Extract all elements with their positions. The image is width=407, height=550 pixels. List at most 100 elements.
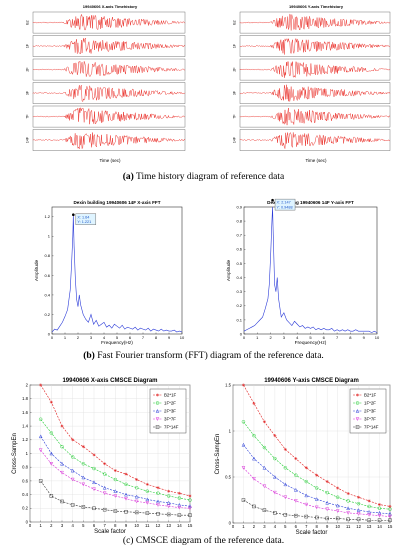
data-point [262, 484, 267, 489]
y-tick-label: 0.6 [22, 478, 28, 483]
data-point [325, 516, 329, 521]
x-tick-label: 6 [93, 523, 96, 528]
x-tick-label: 7 [305, 524, 308, 529]
acceleration-trace [32, 85, 186, 103]
fft-peak-x-label: X: 2.147 [277, 201, 291, 205]
data-point [241, 420, 246, 424]
trace-frame [32, 35, 186, 57]
x-axis-label: Scale factor [94, 529, 126, 535]
data-point [335, 516, 340, 521]
data-point [355, 408, 360, 413]
x-tick-label: 0 [29, 523, 32, 528]
caption-c-text: (c) CMSCE diagram of the reference data. [122, 536, 285, 546]
x-tick-label: 13 [166, 523, 171, 528]
x-tick-label: 8 [155, 335, 158, 340]
data-point [113, 489, 118, 493]
trace-channel-label: 2F [26, 67, 30, 72]
x-tick-label: 4 [71, 523, 74, 528]
x-tick-label: 7 [336, 335, 339, 340]
trace-frame [239, 105, 391, 128]
data-point [367, 512, 371, 517]
data-point [283, 512, 288, 517]
legend-label: 7F*14F [364, 425, 379, 430]
y-tick-label: 0.8 [236, 219, 242, 224]
x-tick-label: 8 [114, 523, 117, 528]
acceleration-trace [32, 37, 186, 54]
x-tick-label: 6 [129, 335, 132, 340]
data-point [155, 408, 160, 413]
acceleration-trace [32, 13, 186, 31]
x-tick-label: 2 [269, 335, 272, 340]
x-tick-label: 5 [82, 523, 85, 528]
data-point [293, 487, 298, 492]
data-point [188, 498, 192, 502]
trace-channel-label: 14F [26, 136, 30, 143]
data-point [346, 506, 350, 511]
legend-label: 3F*7F [364, 417, 376, 422]
y-tick-label: 0.4 [44, 292, 50, 297]
acceleration-trace [239, 37, 391, 55]
data-point [92, 487, 96, 492]
trace-channel-label: 7F [233, 114, 237, 119]
data-point [49, 451, 54, 456]
y-tick-label: 0.2 [44, 312, 50, 317]
data-point [49, 494, 54, 498]
series-line [243, 499, 390, 521]
data-point [102, 507, 107, 512]
fft-peak-marker [72, 213, 75, 217]
data-point [49, 400, 53, 404]
time-history-y-title: 19940606 Y-axis Timehistory [289, 4, 344, 9]
data-point [38, 479, 43, 483]
legend-label: 1F*2F [164, 401, 176, 406]
y-axis-label: Amplitude [34, 260, 40, 282]
x-tick-label: 8 [349, 335, 352, 340]
data-point [377, 510, 382, 515]
caption-b: (b) Fast Fourier transform (FFT) diagram… [0, 351, 407, 361]
data-point [38, 434, 43, 439]
y-tick-label: 1.6 [22, 410, 28, 415]
fft-y-chart: 0 1 2 3 4 5 6 7 8 9 10 0 0.1 0.2 0.3 0.4 0.5 0.6 0.7 0.8 0.9… [226, 198, 380, 346]
trace-channel-label: 1F [233, 43, 237, 48]
data-point [336, 486, 340, 490]
data-point [145, 489, 150, 493]
acceleration-trace [239, 84, 391, 102]
x-tick-label: 8 [316, 524, 319, 529]
x-axis-label: Scale factor [296, 530, 328, 536]
fft-peak-marker [271, 198, 274, 202]
data-point [134, 499, 139, 504]
data-point [241, 383, 245, 387]
data-point [92, 466, 96, 471]
trace-channel-label: B2 [233, 20, 237, 24]
data-point [60, 499, 64, 504]
y-tick-label: 1 [48, 234, 51, 239]
x-tick-label: 10 [180, 335, 185, 340]
trace-channel-label: 7F [26, 114, 30, 119]
x-tick-label: 6 [323, 335, 326, 340]
data-point [81, 475, 86, 480]
data-point [273, 456, 277, 461]
y-tick-label: 0.5 [225, 474, 231, 479]
y-tick-label: 0.8 [44, 253, 50, 258]
x-axis-label: Frequency(Hz) [101, 340, 133, 346]
data-point [335, 503, 340, 508]
data-point [166, 504, 171, 509]
data-point [325, 507, 330, 512]
data-point [156, 499, 160, 504]
y-tick-label: 1.4 [22, 424, 28, 429]
chart-title: 19940606 Y-axis CMSCE Diagram [264, 378, 359, 384]
data-point [388, 507, 392, 511]
data-point [81, 505, 86, 509]
data-point [39, 383, 43, 387]
series-line [40, 480, 190, 516]
data-point [252, 401, 256, 405]
data-point [188, 506, 192, 511]
data-point [315, 515, 319, 520]
data-point [294, 473, 298, 477]
data-point [294, 457, 298, 461]
data-point [273, 490, 277, 495]
y-tick-label: 0.6 [44, 273, 50, 278]
data-point [377, 513, 382, 518]
data-point [70, 503, 75, 507]
x-tick-label: 0 [232, 524, 235, 529]
data-point [135, 478, 139, 482]
